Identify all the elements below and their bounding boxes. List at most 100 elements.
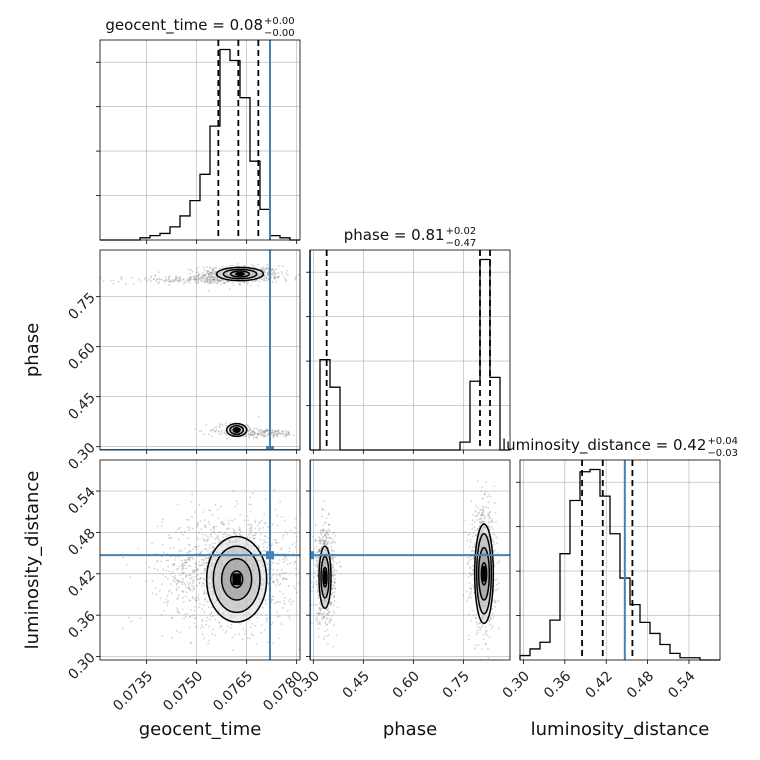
sample-point <box>275 281 277 284</box>
sample-point <box>186 561 188 564</box>
sample-point <box>274 430 277 433</box>
sample-point <box>284 277 286 280</box>
sample-point <box>214 532 217 534</box>
sample-point <box>165 278 168 281</box>
sample-point <box>188 272 191 275</box>
sample-point <box>317 612 320 615</box>
sample-point <box>267 572 270 575</box>
sample-point <box>276 429 279 432</box>
sample-point <box>206 281 209 284</box>
sample-point <box>474 616 477 619</box>
sample-point <box>319 549 321 551</box>
sample-point <box>487 501 490 504</box>
sample-point <box>223 523 226 526</box>
sample-point <box>317 621 320 624</box>
sample-point <box>188 529 191 532</box>
sample-point <box>328 523 330 526</box>
sample-point <box>267 641 269 643</box>
sample-point <box>197 523 200 525</box>
sample-point <box>470 550 473 553</box>
sample-point <box>271 545 273 548</box>
sample-point <box>175 607 178 609</box>
sample-point <box>193 277 196 279</box>
sample-point <box>320 546 323 549</box>
sample-point <box>203 274 206 277</box>
sample-point <box>273 432 275 434</box>
sample-point <box>327 513 330 516</box>
sample-point <box>325 535 328 538</box>
sample-point <box>285 556 288 559</box>
sample-point <box>279 583 282 585</box>
sample-point <box>221 265 224 268</box>
sample-point <box>234 533 237 536</box>
sample-point <box>169 280 171 283</box>
sample-point <box>331 549 333 551</box>
sample-point <box>157 282 159 285</box>
sample-point <box>324 541 326 544</box>
sample-point <box>212 628 215 631</box>
sample-point <box>474 515 477 517</box>
sample-point <box>253 534 256 537</box>
sample-point <box>466 539 469 542</box>
sample-point <box>156 278 159 281</box>
sample-point <box>318 539 321 542</box>
sample-point <box>214 276 217 279</box>
sample-point <box>324 534 327 537</box>
x-tick-label-luminosity_distance: 0.30 <box>500 668 533 701</box>
sample-point <box>209 271 212 274</box>
sample-point <box>262 266 265 268</box>
sample-point <box>247 427 249 430</box>
sample-point <box>182 601 185 603</box>
sample-point <box>209 272 212 274</box>
sample-point <box>258 527 261 530</box>
sample-point <box>476 519 478 521</box>
x-axis-label-geocent_time: geocent_time <box>139 719 262 740</box>
sample-point <box>212 546 215 549</box>
sample-point <box>110 280 112 282</box>
sample-point <box>274 508 277 511</box>
sample-point <box>288 615 291 618</box>
sample-point <box>472 569 475 571</box>
sample-point <box>322 542 325 545</box>
sample-point <box>319 609 322 612</box>
sample-point <box>493 565 496 568</box>
sample-point <box>129 576 132 578</box>
sample-point <box>239 534 242 536</box>
sample-point <box>247 433 250 436</box>
sample-point <box>189 557 191 559</box>
sample-point <box>266 274 269 277</box>
sample-point <box>225 424 228 427</box>
sample-point <box>198 278 201 281</box>
sample-point <box>199 551 202 554</box>
hist-phase-title: phase = 0.81 +0.02−0.47 <box>344 226 476 249</box>
sample-point <box>278 583 281 586</box>
sample-point <box>126 563 129 566</box>
sample-point <box>193 605 196 608</box>
sample-point <box>216 282 219 285</box>
sample-point <box>188 616 191 618</box>
sample-point <box>191 584 194 587</box>
sample-point <box>237 526 240 528</box>
sample-point <box>316 564 319 567</box>
sample-point <box>168 536 171 539</box>
sample-point <box>192 548 194 551</box>
sample-point <box>189 279 192 281</box>
sample-point <box>222 536 225 538</box>
sample-point <box>297 583 300 585</box>
sample-point <box>294 527 297 529</box>
sample-point <box>273 435 275 438</box>
sample-point <box>492 532 494 535</box>
sample-point <box>209 278 212 280</box>
sample-point <box>275 433 277 436</box>
sample-point <box>253 537 256 540</box>
sample-point <box>327 643 329 646</box>
sample-point <box>334 578 336 581</box>
sample-point <box>188 599 191 601</box>
sample-point <box>470 587 473 590</box>
sample-point <box>471 519 474 522</box>
sample-point <box>195 548 198 550</box>
sample-point <box>208 618 211 621</box>
sample-point <box>319 543 322 545</box>
sample-point <box>469 567 472 570</box>
sample-point <box>276 276 279 279</box>
